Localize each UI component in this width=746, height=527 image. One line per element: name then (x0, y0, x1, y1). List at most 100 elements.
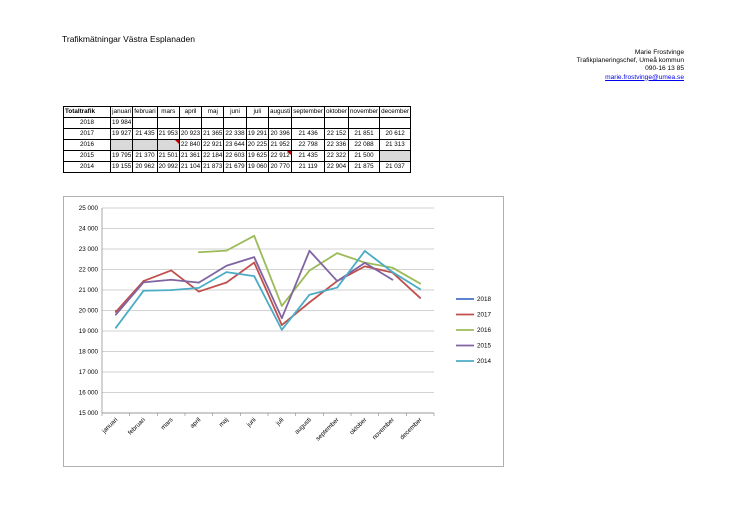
data-point (308, 293, 311, 296)
table-cell (291, 117, 326, 129)
table-cell: 22 184 (201, 150, 225, 162)
table-cell: 21 313 (379, 139, 412, 151)
y-tick-label: 25 000 (79, 205, 99, 212)
table-cell (109, 139, 134, 151)
table-cell: 21 119 (291, 161, 326, 173)
table-cell: 22 088 (348, 139, 381, 151)
y-tick-label: 15 000 (79, 410, 99, 417)
column-header: november (348, 106, 381, 118)
column-header: juli (245, 106, 269, 118)
table-cell: 21 365 (201, 128, 225, 140)
contact-phone: 090-16 13 85 (645, 65, 684, 73)
table-cell: 21 501 (156, 150, 180, 162)
column-header: oktober (324, 106, 350, 118)
table-header-row: Totaltrafik januari februari mars april maj ju… (63, 106, 412, 118)
data-point (170, 278, 173, 281)
table-cell: 19 984 (109, 117, 134, 129)
table-cell: 21 370 (132, 150, 158, 162)
data-point (253, 234, 256, 237)
table-cell (267, 117, 293, 129)
table-cell (132, 117, 158, 129)
column-header: februari (132, 106, 158, 118)
table-cell: 21 436 (291, 128, 326, 140)
data-point (308, 269, 311, 272)
data-point (253, 261, 256, 264)
table-row: 2018 19 984 (63, 117, 412, 129)
table-cell: 22 322 (324, 150, 350, 162)
column-header: januari (109, 106, 134, 118)
y-tick-label: 23 000 (79, 246, 99, 253)
data-point (280, 328, 283, 331)
table-cell: 22 336 (324, 139, 350, 151)
table-cell: 19 155 (109, 161, 134, 173)
column-header: maj (201, 106, 225, 118)
traffic-table: Totaltrafik januari februari mars april maj ju… (63, 106, 412, 173)
data-point (280, 324, 283, 326)
table-cell: 22 798 (291, 139, 326, 151)
x-tick-label: juli (274, 416, 285, 427)
table-cell (156, 117, 180, 129)
table-cell: 20 962 (132, 161, 158, 173)
x-tick-label: maj (218, 416, 230, 428)
contact-email-link[interactable]: marie.frostvinge@umea.se (605, 73, 684, 81)
legend-label: 2017 (477, 312, 492, 319)
chart-svg: 15 000 16 000 17 000 18 000 19 000 20 000 21 0… (79, 205, 492, 442)
y-tick-label: 18 000 (79, 349, 99, 356)
table-cell: 21 500 (348, 150, 381, 162)
series-line-2014 (115, 250, 421, 331)
y-tick-label: 17 000 (79, 369, 99, 376)
data-point (336, 286, 339, 289)
series-line-2017 (115, 261, 421, 326)
column-header: september (291, 106, 326, 118)
table-cell: 21 875 (348, 161, 381, 173)
data-point (170, 289, 173, 292)
row-year: 2017 (63, 128, 111, 140)
data-point (114, 326, 117, 329)
table-cell: 19 291 (245, 128, 269, 140)
table-cell: 20 225 (245, 139, 269, 151)
table-cell: 21 851 (348, 128, 381, 140)
data-point (225, 249, 228, 252)
data-point (253, 256, 256, 259)
data-point (197, 290, 200, 293)
column-header: juni (223, 106, 247, 118)
data-point (363, 250, 366, 252)
data-point (197, 281, 200, 284)
x-tick-label: april (189, 416, 202, 429)
table-cell: 20 612 (379, 128, 412, 140)
x-tick-label: september (315, 416, 341, 442)
table-cell: 21 679 (223, 161, 247, 173)
table-cell: 20 923 (178, 128, 203, 140)
table-cell (132, 139, 158, 151)
x-tick-label: december (399, 416, 424, 441)
data-point (363, 261, 366, 264)
data-point (280, 304, 283, 307)
table-cell: 20 770 (267, 161, 293, 173)
table-cell (245, 117, 269, 129)
y-tick-label: 24 000 (79, 226, 99, 233)
table-cell: 21 435 (291, 150, 326, 162)
y-tick-label: 22 000 (79, 267, 99, 274)
column-header: december (379, 106, 412, 118)
y-tick-label: 16 000 (79, 390, 99, 397)
table-cell (156, 139, 180, 151)
contact-role: Trafikplaneringschef, Umeå kommun (576, 57, 685, 65)
series-line-2015 (115, 249, 393, 320)
table-cell (379, 150, 412, 162)
table-row: 2016 22 840 22 921 23 644 20 225 21 952 22 798… (63, 139, 412, 151)
table-cell: 23 644 (223, 139, 247, 151)
legend-label: 2014 (477, 358, 492, 365)
data-point (419, 288, 422, 291)
contact-name: Marie Frostvinge (634, 49, 684, 56)
y-tick-label: 20 000 (79, 308, 99, 315)
row-year: 2016 (63, 139, 111, 151)
table-row: 2014 19 155 20 962 20 992 21 104 21 873 21 679… (63, 161, 412, 173)
table-cell: 21 435 (132, 128, 158, 140)
table-cell: 21 952 (267, 139, 293, 151)
x-tick-label: mars (160, 416, 175, 431)
column-header: april (178, 106, 203, 118)
traffic-chart: 15 000 16 000 17 000 18 000 19 000 20 000 21 0… (63, 196, 504, 467)
x-tick-label: januari (100, 416, 119, 435)
table-cell: 22 904 (324, 161, 350, 173)
table-row: 2017 19 927 21 435 21 953 20 923 21 365 22 338… (63, 128, 412, 140)
